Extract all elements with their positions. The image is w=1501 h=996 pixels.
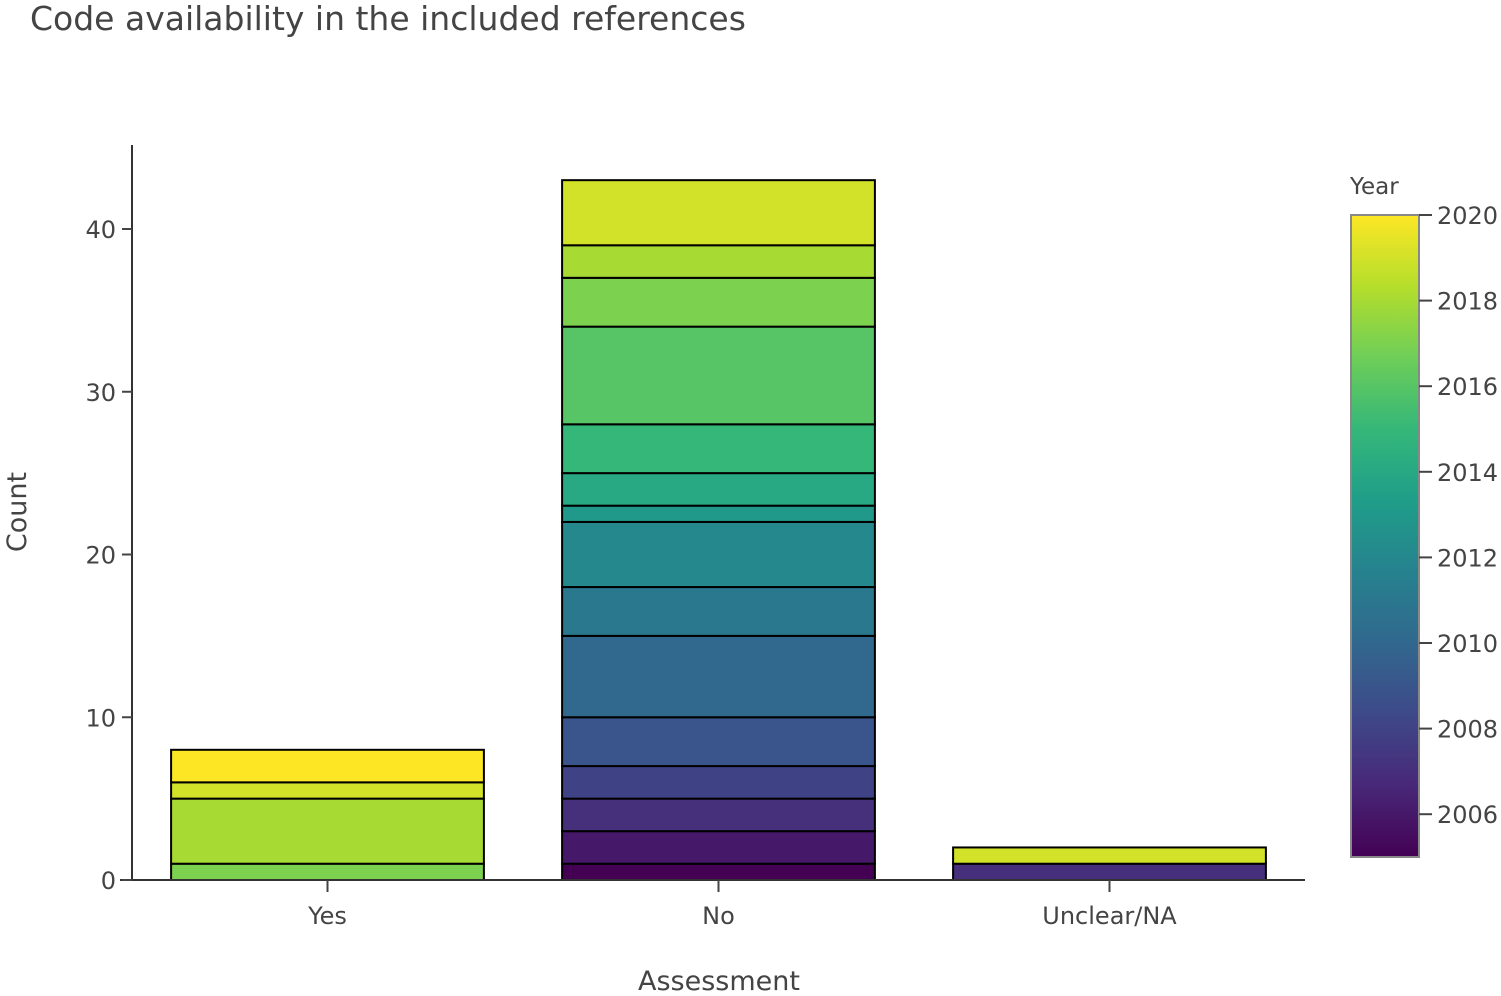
colorbar-tick-label: 2010 xyxy=(1437,630,1498,658)
bar-segment-no-2012[interactable] xyxy=(561,520,876,589)
bar-segment-no-2015[interactable] xyxy=(561,423,876,475)
bar-segment-no-2013[interactable] xyxy=(561,504,876,523)
bars-layer xyxy=(170,179,1267,881)
bar-segment-no-2018[interactable] xyxy=(561,244,876,279)
bar-segment-no-2017[interactable] xyxy=(561,276,876,328)
y-axis-label: Count xyxy=(2,472,33,552)
colorbar-tick-label: 2016 xyxy=(1437,373,1498,401)
y-tick-label: 40 xyxy=(85,216,116,244)
x-axis-label: Assessment xyxy=(638,966,800,992)
bar-segment-no-2009[interactable] xyxy=(561,716,876,768)
bar-segment-yes-2019[interactable] xyxy=(170,781,485,800)
colorbar-tick-label: 2006 xyxy=(1437,801,1498,829)
y-ticks: 0 10 20 30 40 xyxy=(85,216,132,895)
x-tick-label: No xyxy=(702,902,735,930)
bar-segment-no-2010[interactable] xyxy=(561,634,876,719)
y-tick-label: 30 xyxy=(85,379,116,407)
bar-segment-no-2006[interactable] xyxy=(561,830,876,865)
bar-segment-no-2008[interactable] xyxy=(561,765,876,800)
colorbar-tick-label: 2018 xyxy=(1437,288,1498,316)
x-ticks: Yes No Unclear/NA xyxy=(307,880,1177,930)
colorbar-tick-label: 2008 xyxy=(1437,716,1498,744)
bar-segment-no-2016[interactable] xyxy=(561,325,876,426)
chart-title: Code availability in the included refere… xyxy=(30,0,746,38)
colorbar-tick-label: 2014 xyxy=(1437,459,1498,487)
y-tick-label: 0 xyxy=(101,867,116,895)
colorbar xyxy=(1350,214,1420,858)
bar-segment-no-2011[interactable] xyxy=(561,586,876,637)
bar-segment-unclearna-2019[interactable] xyxy=(952,846,1267,865)
y-tick-label: 20 xyxy=(85,542,116,570)
colorbar-title: Year xyxy=(1349,174,1399,200)
bar-segment-no-2014[interactable] xyxy=(561,472,876,507)
colorbar-tick-label: 2020 xyxy=(1437,202,1498,230)
x-tick-label: Unclear/NA xyxy=(1042,902,1177,930)
bar-segment-yes-2020[interactable] xyxy=(170,748,485,784)
x-tick-label: Yes xyxy=(307,902,347,930)
bar-segment-no-2005[interactable] xyxy=(561,862,876,881)
bar-segment-yes-2018[interactable] xyxy=(170,797,485,865)
bar-segment-no-2007[interactable] xyxy=(561,797,876,833)
bar-segment-unclearna-2007[interactable] xyxy=(952,862,1267,881)
y-tick-label: 10 xyxy=(85,704,116,732)
colorbar-ticks: 2006 2008 2010 2012 2014 2016 2018 2020 xyxy=(1419,202,1498,829)
bar-segment-no-2019[interactable] xyxy=(561,179,876,247)
bar-segment-yes-2017[interactable] xyxy=(170,862,485,881)
colorbar-tick-label: 2012 xyxy=(1437,544,1498,572)
